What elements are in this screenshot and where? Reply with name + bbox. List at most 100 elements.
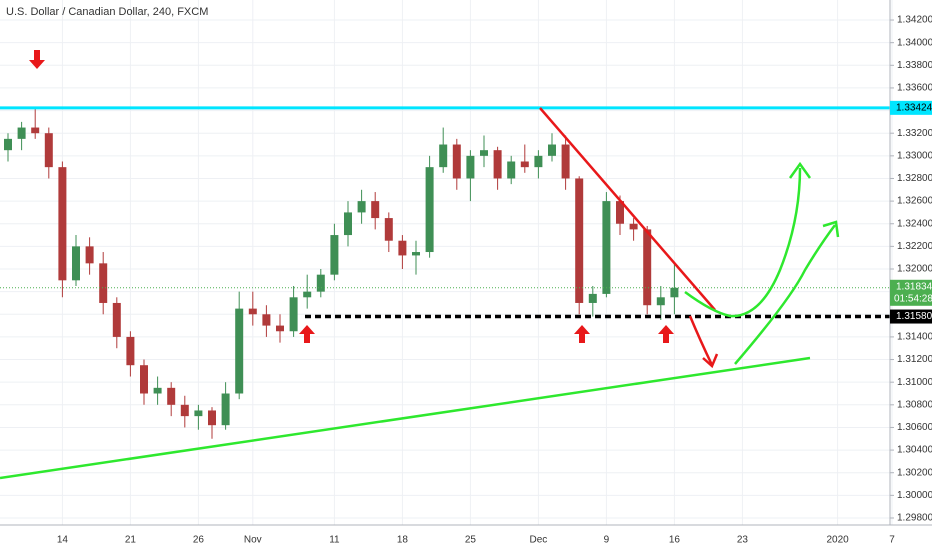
candle-body bbox=[248, 308, 257, 315]
down-arrow bbox=[29, 50, 45, 69]
y-tick-label: 1.32000 bbox=[897, 264, 932, 275]
x-tick-label: Dec bbox=[530, 535, 548, 546]
y-tick-label: 1.33000 bbox=[897, 150, 932, 161]
level-label: 1.31580 bbox=[896, 311, 932, 322]
y-tick-label: 1.31200 bbox=[897, 354, 932, 365]
candle-body bbox=[656, 297, 665, 306]
y-tick-label: 1.29800 bbox=[897, 513, 932, 524]
candle-body bbox=[85, 246, 94, 264]
last-price-label: 1.31834 bbox=[896, 281, 932, 292]
x-tick-label: 18 bbox=[397, 535, 409, 546]
y-tick-label: 1.30200 bbox=[897, 467, 932, 478]
candle-body bbox=[520, 161, 529, 168]
x-tick-label: 7 bbox=[889, 535, 895, 546]
up-arrow bbox=[299, 325, 315, 343]
x-tick-label: 2020 bbox=[826, 535, 849, 546]
red-arrow-head bbox=[702, 353, 719, 369]
chart-title: U.S. Dollar / Canadian Dollar, 240, FXCM bbox=[6, 6, 208, 18]
x-tick-label: 25 bbox=[465, 535, 477, 546]
candle-body bbox=[153, 387, 162, 394]
candle-body bbox=[480, 150, 488, 156]
candle-body bbox=[194, 410, 203, 417]
candle-body bbox=[330, 235, 339, 275]
axes: 1.29800 1.30000 1.30200 1.30400 1.30600 1.308… bbox=[57, 15, 932, 546]
y-tick-label: 1.30800 bbox=[897, 399, 932, 410]
candle-body bbox=[276, 325, 284, 332]
candle-body bbox=[534, 155, 543, 168]
y-tick-label: 1.32200 bbox=[897, 241, 932, 252]
candle-body bbox=[398, 240, 407, 256]
x-tick-label: 21 bbox=[125, 535, 137, 546]
y-tick-label: 1.32600 bbox=[897, 196, 932, 207]
candle-body bbox=[140, 365, 148, 394]
marker-arrows bbox=[29, 50, 674, 343]
candle-body bbox=[72, 246, 80, 281]
candle-body bbox=[412, 252, 420, 256]
candle-body bbox=[44, 133, 53, 168]
x-tick-label: Nov bbox=[244, 535, 262, 546]
candle-body bbox=[4, 138, 12, 151]
candle-body bbox=[180, 404, 189, 417]
green-arrow-head bbox=[822, 220, 840, 238]
candle-body bbox=[575, 178, 584, 303]
y-tick-label: 1.30400 bbox=[897, 445, 932, 456]
grid bbox=[0, 0, 893, 525]
candle-body bbox=[31, 127, 40, 134]
green-arrow-path bbox=[734, 224, 837, 365]
candle-body bbox=[316, 274, 325, 292]
candle-body bbox=[452, 144, 461, 179]
candle-body bbox=[507, 161, 516, 179]
candle-body bbox=[670, 287, 679, 298]
candle-body bbox=[561, 144, 570, 179]
last-price-box bbox=[890, 279, 932, 306]
level-label-box bbox=[890, 309, 932, 324]
candle-body bbox=[235, 308, 244, 394]
candle-body bbox=[58, 167, 67, 281]
drawings bbox=[0, 50, 840, 480]
candle-body bbox=[466, 155, 475, 179]
y-tick-label: 1.31400 bbox=[897, 332, 932, 343]
candle-body bbox=[344, 212, 352, 236]
candle-body bbox=[167, 387, 176, 405]
candle-body bbox=[629, 223, 638, 230]
resistance-trendline bbox=[539, 107, 716, 311]
support-trendline bbox=[0, 356, 811, 480]
y-tick-label: 1.33800 bbox=[897, 60, 932, 71]
y-tick-label: 1.32400 bbox=[897, 218, 932, 229]
candle-body bbox=[112, 302, 121, 337]
y-tick-label: 1.30600 bbox=[897, 422, 932, 433]
y-tick-label: 1.31000 bbox=[897, 377, 932, 388]
y-tick-label: 1.34000 bbox=[897, 37, 932, 48]
candle-body bbox=[17, 127, 26, 139]
candle-body bbox=[439, 144, 448, 168]
x-tick-label: 9 bbox=[604, 535, 610, 546]
x-tick-label: 23 bbox=[737, 535, 749, 546]
candle-body bbox=[616, 201, 624, 224]
candle-body bbox=[221, 393, 230, 426]
y-tick-label: 1.33200 bbox=[897, 128, 932, 139]
up-arrow bbox=[574, 325, 590, 343]
level-label: 1.33424 bbox=[896, 102, 932, 113]
x-tick-label: 26 bbox=[193, 535, 205, 546]
candle-body bbox=[371, 201, 380, 219]
y-tick-label: 1.30000 bbox=[897, 490, 932, 501]
x-tick-label: 16 bbox=[669, 535, 681, 546]
level-label-box bbox=[890, 100, 932, 115]
candle-body bbox=[493, 150, 502, 179]
y-tick-label: 1.33600 bbox=[897, 83, 932, 94]
candles bbox=[0, 106, 890, 439]
candle-body bbox=[357, 201, 366, 213]
candle-body bbox=[588, 293, 597, 303]
green-arrow-head bbox=[788, 161, 812, 179]
candle-body bbox=[425, 167, 434, 253]
candle-body bbox=[99, 263, 108, 303]
candle-body bbox=[208, 410, 216, 426]
y-tick-label: 1.32800 bbox=[897, 173, 932, 184]
y-tick-label: 1.34200 bbox=[897, 15, 932, 26]
candle-body bbox=[126, 336, 135, 366]
x-tick-label: 11 bbox=[329, 535, 340, 546]
x-tick-label: 14 bbox=[57, 535, 69, 546]
up-arrow bbox=[658, 325, 674, 343]
